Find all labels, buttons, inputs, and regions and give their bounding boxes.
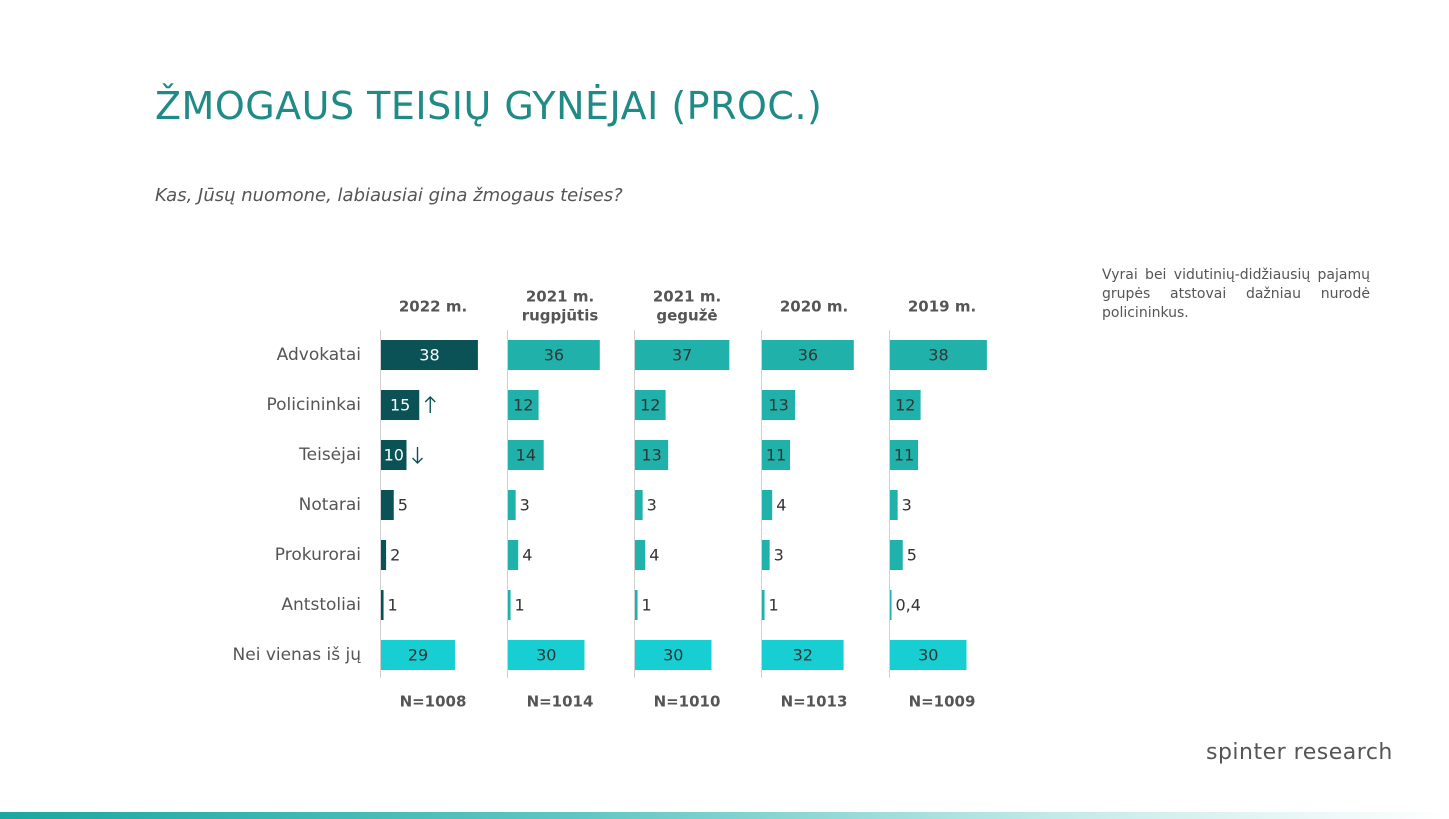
value-label: 13 [768,396,788,415]
value-label: 14 [516,446,536,465]
series-header: 2021 m. [526,288,594,306]
series-header: rugpjūtis [522,307,599,325]
value-label: 12 [513,396,533,415]
series-header: 2019 m. [908,298,976,316]
bar [635,440,669,470]
value-label: 2 [390,546,400,565]
bar [508,640,585,670]
bar [635,490,643,520]
value-label: 29 [408,646,428,665]
bar [508,490,516,520]
series-header: 2022 m. [399,298,467,316]
value-label: 1 [515,596,525,615]
bar [381,590,384,620]
category-label: Policininkai [266,395,361,415]
value-label: 5 [398,496,408,515]
bar [508,540,519,570]
bar [508,340,600,370]
value-label: 15 [390,396,410,415]
bar [508,390,539,420]
value-label: 30 [663,646,683,665]
side-note: Vyrai bei vidutinių-didžiausių pajamų gr… [1102,267,1370,321]
value-label: 1 [388,596,398,615]
bar [890,390,921,420]
value-label: 4 [522,546,532,565]
bar [890,640,967,670]
value-label: 11 [894,446,914,465]
bar [890,440,919,470]
sample-size-label: N=1008 [400,693,467,711]
bar [890,590,892,620]
value-label: 3 [647,496,657,515]
bar [762,590,765,620]
series-header: 2020 m. [780,298,848,316]
value-label: 13 [641,446,661,465]
up-arrow-icon [424,396,436,413]
bottom-accent-bar [0,812,1449,819]
bar [635,390,666,420]
sample-size-label: N=1013 [781,693,848,711]
bar [635,540,646,570]
brand-logo: spinter research [1206,740,1393,765]
value-label: 30 [918,646,938,665]
category-label: Nei vienas iš jų [233,645,362,665]
value-label: 5 [907,546,917,565]
down-arrow-icon [412,447,423,464]
value-label: 12 [640,396,660,415]
category-label: Prokurorai [275,545,361,565]
value-label: 30 [536,646,556,665]
value-label: 1 [769,596,779,615]
category-label: Notarai [299,495,361,515]
category-label: Antstoliai [281,595,361,615]
bar [762,390,796,420]
value-label: 36 [544,346,564,365]
value-label: 3 [520,496,530,515]
bar [890,540,903,570]
bar [762,440,791,470]
sample-size-label: N=1009 [909,693,976,711]
bar [381,390,420,420]
bar [508,440,544,470]
bar [635,640,712,670]
value-label: 38 [419,346,439,365]
value-label: 4 [776,496,786,515]
category-label: Advokatai [277,345,361,365]
value-label: 11 [766,446,786,465]
category-label: Teisėjai [298,445,361,465]
bar [381,440,407,470]
value-label: 3 [902,496,912,515]
sample-size-label: N=1010 [654,693,721,711]
bar [508,590,511,620]
bar [635,340,730,370]
bar [635,590,638,620]
bar [381,340,478,370]
bar [381,540,387,570]
bar [381,490,394,520]
bar [762,490,773,520]
value-label: 0,4 [896,596,921,615]
sample-size-label: N=1014 [527,693,594,711]
value-label: 32 [793,646,813,665]
series-header: gegužė [656,307,717,325]
bar [762,540,770,570]
value-label: 1 [642,596,652,615]
bar [762,340,854,370]
bar [890,340,987,370]
value-label: 12 [895,396,915,415]
value-label: 38 [928,346,948,365]
value-label: 10 [384,446,404,465]
bar [381,640,455,670]
series-header: 2021 m. [653,288,721,306]
value-label: 4 [649,546,659,565]
value-label: 3 [774,546,784,565]
bar [762,640,844,670]
value-label: 36 [798,346,818,365]
value-label: 37 [672,346,692,365]
bar [890,490,898,520]
page-title: ŽMOGAUS TEISIŲ GYNĖJAI (PROC.) [155,84,823,128]
survey-question: Kas, Jūsų nuomone, labiausiai gina žmoga… [155,185,623,206]
